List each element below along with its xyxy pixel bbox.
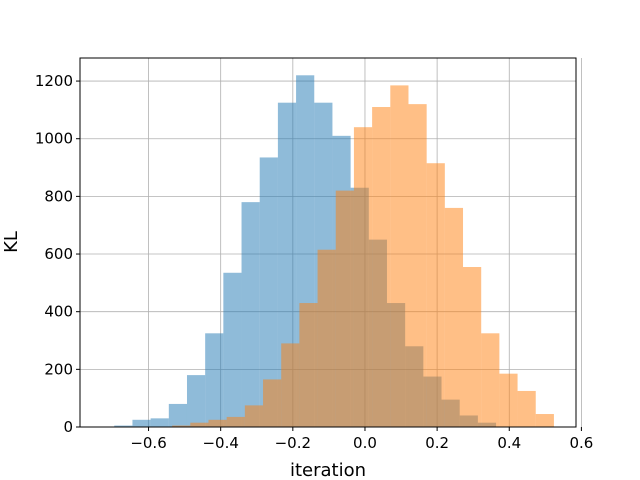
x-tick-label: −0.2 [275,434,311,452]
y-tick-label: 1000 [35,130,73,148]
y-tick-label: 800 [44,187,73,205]
histogram-bar [426,163,445,427]
histogram-bar [444,207,464,427]
histogram-bar [132,419,151,427]
histogram-bar [208,419,227,427]
y-tick-label: 600 [44,245,73,263]
histogram-bar [168,403,187,427]
y-tick-label: 200 [44,360,73,378]
x-tick-label: −0.4 [202,434,238,452]
histogram-bar [335,190,354,427]
histogram-bar [481,333,500,427]
x-tick-label: 0.0 [353,434,377,452]
histogram-bar [241,202,260,427]
histogram-bar [281,343,300,427]
axis-ticks: −0.6 −0.4 −0.2 0.0 0.2 0.4 0.6 0 200 400 600 800 100… [35,72,594,452]
x-tick-label: 0.4 [497,434,521,452]
histogram-bar [463,267,482,427]
histogram-bar [372,107,391,427]
x-tick-label: 0.6 [569,434,593,452]
histogram-bar [172,425,191,427]
x-tick-label: −0.6 [130,434,166,452]
y-tick-label: 0 [63,418,73,436]
histogram-bar [299,303,318,427]
histogram-bars [114,75,554,427]
histogram-bar [244,405,264,427]
histogram-bar [150,418,169,427]
histogram-bar [353,127,373,427]
histogram-bar [263,379,282,427]
histogram-bar [190,422,209,427]
histogram-bar [186,375,206,427]
histogram-bar [259,157,278,427]
x-axis-label: iteration [290,460,366,480]
histogram-bar [205,333,224,427]
histogram-bar [535,414,554,427]
y-tick-label: 1200 [35,72,73,90]
x-tick-label: 0.2 [425,434,449,452]
y-tick-label: 400 [44,303,73,321]
histogram-bar [517,390,536,427]
plot-frame [79,57,577,428]
histogram-bar [499,373,518,427]
histogram-bar [390,85,409,427]
histogram-bar [226,416,245,427]
y-axis-label: KL [1,231,22,253]
histogram-bar [114,425,133,427]
histogram-bar [223,272,242,427]
histogram-bar [317,249,336,427]
series-1-bars [172,85,554,427]
histogram-bar [408,104,427,427]
